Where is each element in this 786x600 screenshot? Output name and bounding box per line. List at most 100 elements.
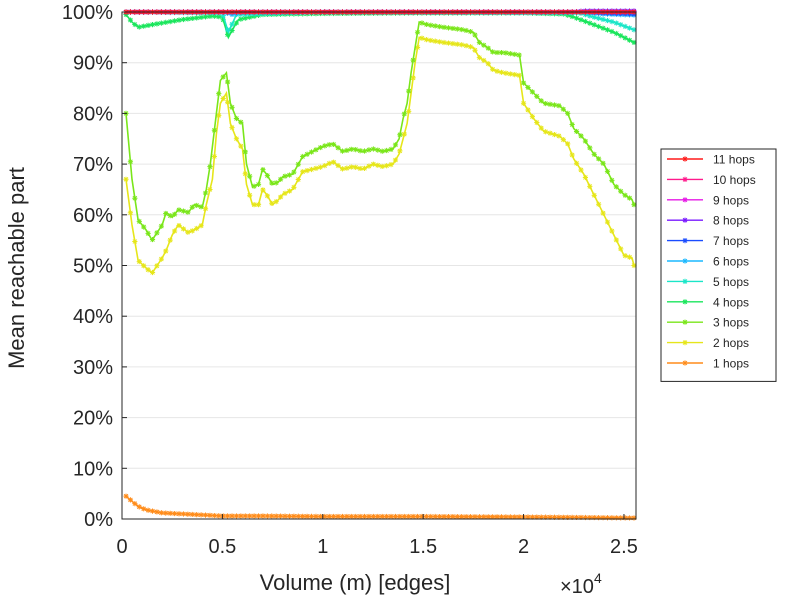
data-point [172, 18, 178, 24]
data-point [609, 177, 615, 183]
legend-swatch-marker [682, 238, 688, 244]
data-point [432, 23, 438, 29]
data-point [538, 514, 544, 520]
data-point [543, 514, 549, 520]
data-point [145, 267, 151, 273]
x-tick-label: 0.5 [208, 536, 236, 558]
data-point [331, 141, 337, 148]
data-point [503, 70, 509, 76]
data-point [348, 146, 354, 152]
data-point [432, 513, 438, 520]
data-point [194, 225, 200, 232]
data-point [613, 20, 619, 26]
data-point [445, 40, 452, 46]
data-point [225, 27, 231, 33]
data-point [211, 127, 217, 133]
data-point [167, 237, 173, 243]
data-point [220, 12, 226, 19]
data-point [463, 514, 469, 520]
data-point [507, 514, 513, 520]
data-point [194, 512, 200, 518]
data-point [397, 513, 403, 520]
data-point [207, 13, 213, 19]
data-point [472, 47, 478, 53]
data-point [141, 224, 147, 230]
legend-label: 5 hops [713, 275, 749, 289]
data-point [225, 79, 231, 85]
data-point [361, 148, 368, 154]
data-point [211, 512, 217, 519]
data-point [525, 84, 531, 91]
data-point [149, 269, 156, 276]
data-point [242, 171, 248, 177]
data-point [202, 190, 209, 196]
data-point [198, 512, 204, 518]
data-point [127, 497, 134, 503]
data-point [331, 159, 337, 165]
data-point [432, 38, 438, 44]
data-point [220, 513, 226, 519]
data-point [423, 37, 429, 43]
data-point [353, 147, 359, 153]
data-point [498, 69, 505, 75]
data-point [278, 176, 284, 182]
data-point [582, 18, 589, 25]
data-point [278, 194, 284, 200]
legend-label: 1 hops [713, 357, 749, 371]
data-point [547, 514, 553, 520]
data-point [233, 20, 240, 26]
data-point [154, 21, 160, 27]
y-axis-label: Mean reachable part [4, 167, 29, 369]
data-point [591, 22, 597, 28]
data-point [587, 20, 593, 26]
x-tick-label: 1.5 [409, 536, 437, 558]
data-point [158, 510, 164, 516]
x-tick-label: 2 [518, 536, 529, 558]
data-point [295, 513, 301, 519]
data-point [467, 44, 474, 50]
y-tick-label: 50% [73, 256, 113, 278]
y-tick-label: 30% [73, 357, 113, 379]
data-point [344, 147, 350, 154]
data-point [322, 163, 328, 169]
legend-swatch-marker [682, 340, 688, 346]
data-point [149, 236, 156, 243]
data-point [176, 511, 182, 517]
data-point [467, 514, 474, 520]
data-point [273, 180, 279, 186]
data-point [414, 513, 421, 520]
data-point [194, 202, 200, 209]
data-point [472, 32, 478, 38]
data-point [428, 37, 434, 44]
data-point [410, 57, 416, 63]
legend-label: 7 hops [713, 234, 749, 248]
data-point [348, 164, 354, 170]
data-point [145, 230, 151, 236]
data-point [255, 202, 262, 208]
data-point [176, 207, 182, 213]
data-point [578, 133, 584, 139]
data-point [613, 184, 619, 190]
x-axis-multiplier-base: ×10 [560, 576, 594, 598]
data-point [260, 167, 266, 173]
data-point [450, 25, 456, 32]
data-point [247, 173, 253, 179]
data-point [185, 229, 191, 235]
data-point [211, 13, 217, 19]
legend-label: 6 hops [713, 255, 749, 269]
data-point [251, 183, 257, 189]
data-point [269, 513, 275, 519]
data-point [591, 151, 597, 157]
data-point [622, 192, 628, 198]
data-point [551, 514, 558, 520]
data-point [225, 32, 231, 38]
data-point [494, 49, 500, 56]
data-point [322, 143, 328, 149]
data-point [172, 211, 178, 217]
data-point [295, 161, 301, 167]
legend-label: 8 hops [713, 214, 749, 228]
data-point [401, 131, 407, 137]
data-point [185, 209, 191, 215]
data-point [366, 163, 372, 169]
data-point [578, 167, 584, 173]
